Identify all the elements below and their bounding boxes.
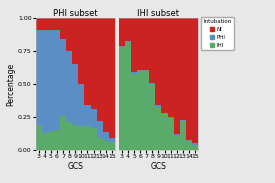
Bar (36, 18, 42, 30)
Bar (192, 18, 198, 143)
Bar (54, 130, 60, 150)
Bar (103, 18, 109, 132)
Bar (131, 74, 137, 150)
Bar (84, 18, 90, 105)
Bar (78, 84, 84, 126)
Bar (54, 30, 60, 130)
Bar (155, 107, 161, 150)
Bar (174, 136, 180, 150)
Bar (180, 120, 186, 121)
Bar (103, 132, 109, 141)
Bar (167, 18, 174, 117)
Bar (60, 39, 66, 116)
Bar (167, 117, 174, 118)
Bar (180, 121, 186, 150)
Bar (180, 18, 186, 120)
Title: IHI subset: IHI subset (138, 9, 179, 18)
Bar (90, 109, 97, 128)
Bar (174, 18, 180, 134)
Bar (42, 18, 48, 30)
Bar (137, 71, 143, 150)
Bar (174, 134, 180, 136)
Bar (48, 30, 54, 132)
Bar (36, 125, 42, 150)
Bar (119, 18, 125, 46)
Bar (186, 18, 192, 139)
Bar (84, 105, 90, 126)
Bar (60, 116, 66, 150)
X-axis label: GCS: GCS (67, 162, 83, 171)
Bar (72, 18, 78, 64)
Bar (161, 113, 167, 115)
Bar (192, 143, 198, 145)
Bar (72, 64, 78, 125)
Bar (143, 70, 149, 71)
Bar (131, 18, 137, 72)
Bar (149, 83, 155, 84)
Bar (66, 51, 72, 122)
Bar (186, 141, 192, 150)
Bar (60, 18, 66, 39)
Bar (155, 18, 161, 105)
Bar (119, 47, 125, 150)
Bar (97, 121, 103, 138)
Bar (78, 18, 84, 84)
Legend: NI, PHI, IHI: NI, PHI, IHI (201, 17, 234, 50)
Bar (36, 30, 42, 125)
Bar (72, 125, 78, 150)
Bar (48, 132, 54, 150)
Bar (149, 84, 155, 150)
Bar (109, 138, 115, 142)
Bar (42, 133, 48, 150)
Y-axis label: Percentage: Percentage (6, 63, 15, 106)
Bar (137, 18, 143, 70)
Bar (161, 115, 167, 150)
Bar (155, 105, 161, 107)
Bar (48, 18, 54, 30)
Bar (78, 126, 84, 150)
Bar (54, 18, 60, 30)
Bar (103, 141, 109, 150)
Bar (125, 41, 131, 42)
Bar (90, 18, 97, 109)
Title: PHI subset: PHI subset (53, 9, 98, 18)
Bar (84, 126, 90, 150)
Bar (109, 142, 115, 150)
Bar (186, 139, 192, 141)
Bar (119, 46, 125, 47)
Bar (97, 18, 103, 121)
Bar (125, 42, 131, 150)
Bar (143, 18, 149, 70)
Bar (66, 18, 72, 51)
Bar (143, 71, 149, 150)
Bar (42, 30, 48, 133)
Bar (125, 18, 131, 41)
Bar (192, 145, 198, 150)
Bar (109, 18, 115, 138)
Bar (137, 70, 143, 71)
Bar (167, 118, 174, 150)
Bar (161, 18, 167, 113)
X-axis label: GCS: GCS (150, 162, 166, 171)
Bar (97, 138, 103, 150)
Bar (149, 18, 155, 83)
Bar (66, 122, 72, 150)
Bar (131, 72, 137, 74)
Bar (90, 128, 97, 150)
